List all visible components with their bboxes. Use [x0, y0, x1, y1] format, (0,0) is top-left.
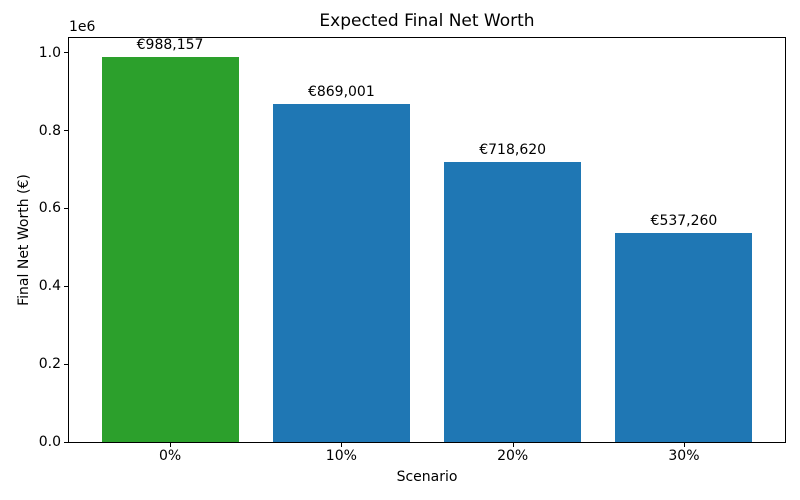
y-tick-label: 0.8 — [38, 122, 61, 139]
bar-20% — [444, 162, 582, 442]
bar-value-label: €988,157 — [136, 37, 204, 54]
y-tick-mark — [64, 52, 69, 54]
bar-value-label: €869,001 — [307, 83, 375, 100]
y-tick-label: 0.0 — [38, 434, 61, 450]
y-tick-label: 0.2 — [38, 356, 61, 373]
bar-value-label: €718,620 — [479, 142, 547, 159]
y-tick-label: 0.6 — [38, 200, 61, 217]
y-tick-mark — [64, 207, 69, 209]
y-axis-offset-text: 1e6 — [69, 19, 96, 35]
x-tick-mark — [512, 442, 514, 447]
chart-title: Expected Final Net Worth — [319, 11, 535, 31]
bar-30% — [615, 232, 753, 442]
x-tick-label: 20% — [497, 448, 529, 464]
bar-10% — [272, 103, 410, 442]
bar-0% — [101, 57, 239, 442]
y-tick-mark — [64, 363, 69, 365]
x-tick-label: 0% — [158, 448, 182, 464]
y-tick-label: 1.0 — [38, 44, 61, 61]
y-axis-label: Final Net Worth (€) — [16, 174, 32, 306]
x-axis-label: Scenario — [396, 469, 458, 485]
x-tick-mark — [341, 442, 343, 447]
x-tick-label: 10% — [325, 448, 357, 464]
bar-value-label: €537,260 — [650, 212, 718, 229]
plot-area: €988,157 0% €869,001 10% €718,620 20% €537,260… — [39, 37, 786, 464]
y-tick-label: 0.4 — [38, 278, 61, 295]
x-tick-label: 30% — [668, 448, 700, 464]
y-tick-mark — [64, 441, 69, 443]
x-tick-mark — [170, 442, 172, 447]
y-tick-mark — [64, 130, 69, 132]
x-tick-mark — [683, 442, 685, 447]
y-tick-mark — [64, 285, 69, 287]
